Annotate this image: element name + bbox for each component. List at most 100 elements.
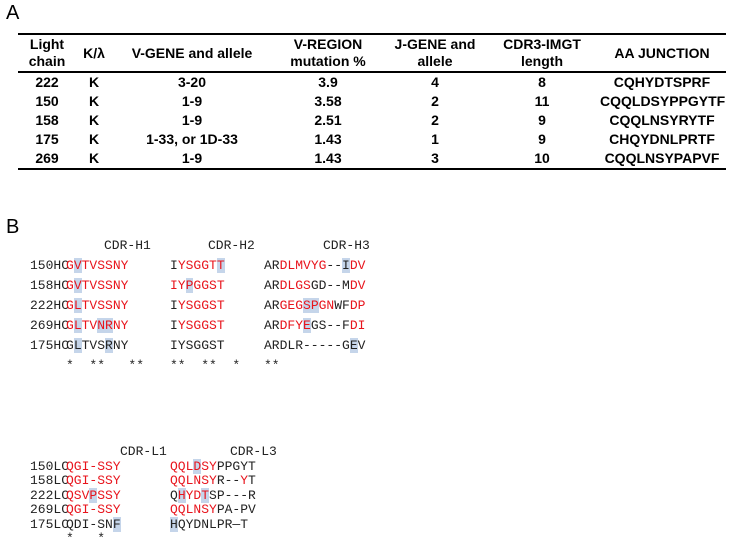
cdr-label: CDR-H1 [104,238,151,253]
table-cell: 269 [35,150,59,166]
residue-segment: DFY [279,318,304,333]
residue-segment: V [357,338,366,353]
residue-segment: R [105,338,113,353]
residue-segment: YSGGST [177,318,225,333]
column-header: J-GENE and allele [394,36,476,69]
column-header: CDR3-IMGT length [503,36,581,69]
residue-segment: H [170,516,178,532]
table-cell: 3-20 [177,74,207,90]
table-cell: CQHYDTSPRF [613,74,711,90]
residue-segment: ARDLR-----G [264,338,350,353]
residue-segment: G [66,318,74,333]
sequence: QSVPSSY [66,487,121,503]
residue-segment: TVSSNY [81,278,129,293]
sequence: GVTVSSNY [66,278,128,293]
residue-segment: TVSSNY [81,298,129,313]
table-cell: 1-9 [181,93,203,109]
table-row: 269 K 1-9 1.43 3 10 CQQLNSYPAPVF [18,149,726,169]
residue-segment: I [342,258,350,273]
residue-segment: PA-PV [216,502,256,517]
residue-segment: GD--M [310,278,350,293]
cdr-label: CDR-H3 [323,238,370,253]
residue-segment: V [73,278,82,293]
residue-segment: T [248,473,256,488]
sequence: GLTVSRNY [66,338,128,353]
residue-segment: AR [264,258,280,273]
conservation: ** [264,358,280,373]
panel-label: A [6,2,20,24]
residue-segment: P [89,487,98,503]
sequence: IYPGGST [170,278,225,293]
table-cell: 1-9 [181,150,203,166]
residue-segment: DI [349,318,366,333]
residue-segment: IYSGGST [170,338,225,353]
residue-segment: NY [112,338,129,353]
residue-segment: DP [349,298,366,313]
chain-name: 150LC [30,458,70,474]
sequence: QHYDTSP---R [170,487,256,503]
table-cell: 1.43 [314,131,342,147]
residue-segment: P [185,278,194,293]
table-cell: 1-9 [181,112,203,128]
sequence: IYSGGTT [170,258,225,273]
residue-segment: SSY [97,487,121,503]
residue-segment: YSGGST [177,298,225,313]
residue-segment: G [66,258,74,273]
residue-segment: AR [264,318,280,333]
table-cell: 158 [35,112,59,128]
chain-name: 150HC [30,258,70,273]
residue-segment: QGI-SSY [66,502,121,517]
residue-segment: SP [303,298,319,313]
residue-segment: QGI-SSY [66,473,121,488]
table-cell: K [88,131,100,147]
residue-segment: AR [264,298,280,313]
table-cell: 3.58 [314,93,342,109]
table-cell: 8 [538,74,546,90]
column-header: Light chain [28,36,66,69]
table-cell: 2 [431,112,439,128]
sequence: QQLNSYR--YT [170,473,256,488]
residue-segment: GEG [279,298,304,313]
residue-segment: G [66,298,74,313]
residue-segment: D [193,458,202,474]
residue-segment: TVS [81,338,106,353]
residue-segment: NR [97,318,113,333]
column-header: V-REGION mutation % [290,36,366,69]
sequence: QGI-SSY [66,459,121,474]
table-cell: 3 [431,150,439,166]
chain-name: 222HC [30,298,70,313]
residue-segment: PPGYT [216,458,256,474]
cdr-label: CDR-L3 [230,444,277,459]
table-cell: CQQLNSYPAPVF [604,150,720,166]
residue-segment: IY [170,278,186,293]
table-cell: 10 [534,150,550,166]
table-cell: 3.9 [318,74,338,90]
residue-segment: AR [264,278,280,293]
sequence: GLTVSSNY [66,298,128,313]
sequence: QGI-SSY [66,502,121,517]
table-cell: K [88,74,100,90]
column-header: K/λ [83,44,105,61]
table-row: 158 K 1-9 2.51 2 9 CQQLNSYRYTF [18,111,726,130]
column-header: V-GENE and allele [131,44,253,61]
sequence: HQYDNLPR—T [170,516,249,532]
residue-segment: L [73,298,82,313]
residue-segment: QQL [170,458,194,474]
table-cell: K [88,112,100,128]
table-cell: 4 [431,74,439,90]
table-cell: 11 [534,93,550,109]
residue-segment: T [201,487,210,503]
table-cell: 2 [431,93,439,109]
residue-segment: SY [201,458,217,474]
chain-name: 158LC [30,473,70,488]
residue-segment: DV [349,278,366,293]
table: Light chain K/λ V-GENE and allele V-REGION … [18,33,726,170]
sequence: ARGEGSPGNWFDP [264,298,365,313]
column-header: AA JUNCTION [614,44,710,61]
residue-segment: DLMVYG [279,258,327,273]
table-cell: CQQLDSYPPGYTF [600,93,726,109]
sequence: QQLDSYPPGYT [170,458,256,474]
residue-segment: QYDNLPR—T [177,516,249,532]
residue-segment: SP---R [209,487,256,503]
